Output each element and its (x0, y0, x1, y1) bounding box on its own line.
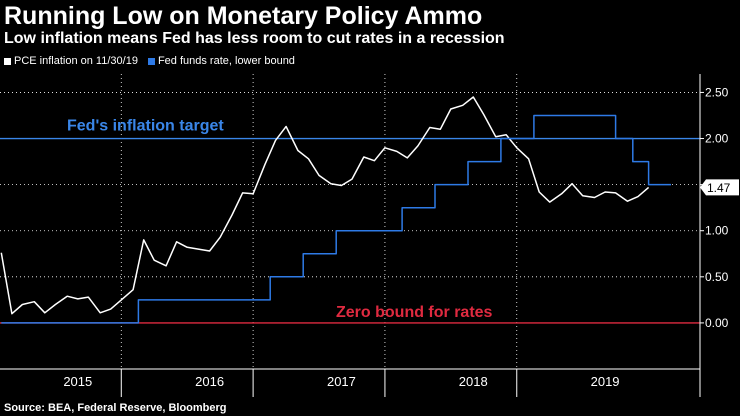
annotation-inflation-target: Fed's inflation target (67, 118, 224, 135)
y-tick-label: 2.00 (705, 132, 729, 146)
x-tick-label: 2016 (195, 374, 224, 389)
y-tick-label: 0.00 (705, 316, 729, 330)
y-tick-label: 2.50 (705, 85, 729, 99)
series-line-pce (0, 96, 650, 315)
y-tick-label: 0.50 (705, 270, 729, 284)
legend-swatch-pce (4, 57, 11, 65)
series-line-fed-funds (1, 114, 671, 324)
chart-title: Running Low on Monetary Policy Ammo (4, 2, 483, 30)
legend-item-fed: Fed funds rate, lower bound (147, 55, 295, 67)
last-value-label: 1.47 (707, 181, 731, 195)
last-value-badge (700, 179, 739, 196)
legend-item-pce: PCE inflation on 11/30/19 (4, 55, 138, 67)
x-tick-label: 2019 (591, 374, 620, 389)
legend: PCE inflation on 11/30/19 Fed funds rate… (4, 55, 295, 67)
legend-label-pce: PCE inflation on 11/30/19 (14, 55, 138, 67)
x-tick-label: 2018 (459, 374, 488, 389)
y-tick-label: 1.00 (705, 224, 729, 238)
source-note: Source: BEA, Federal Reserve, Bloomberg (4, 402, 227, 414)
chart-subtitle: Low inflation means Fed has less room to… (4, 30, 505, 47)
annotation-zero-bound: Zero bound for rates (336, 304, 493, 321)
x-tick-label: 2017 (327, 374, 356, 389)
legend-swatch-fed (147, 57, 155, 65)
x-tick-label: 2015 (63, 374, 92, 389)
legend-label-fed: Fed funds rate, lower bound (157, 55, 295, 67)
